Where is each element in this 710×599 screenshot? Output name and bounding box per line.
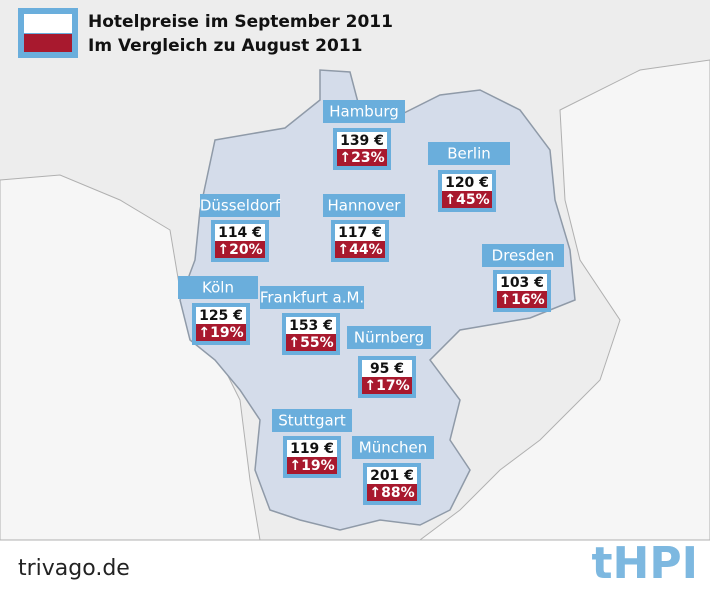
- cities: Hamburg 139 €↑23% Berlin 120 €↑45% Düsseldor…: [178, 100, 564, 505]
- city-price: 117 €: [338, 225, 382, 241]
- change-cell: [337, 149, 387, 166]
- legend-change-label: Im Vergleich zu August 2011: [88, 36, 362, 56]
- city-price: 119 €: [290, 441, 334, 457]
- city-name: Nürnberg: [354, 329, 424, 347]
- city-change: ↑17%: [364, 378, 409, 394]
- city-label-box: [347, 326, 431, 349]
- city-change: ↑20%: [217, 242, 262, 258]
- city-price: 139 €: [340, 133, 384, 149]
- legend-price-label: Hotelpreise im September 2011: [88, 12, 393, 32]
- city-label-box: [352, 436, 434, 459]
- city-name: Düsseldorf: [200, 197, 281, 215]
- city-price: 95 €: [370, 361, 404, 377]
- city-price: 103 €: [500, 275, 544, 291]
- legend-icon-price: [24, 14, 72, 33]
- change-cell: [215, 241, 265, 258]
- price-cell: [335, 224, 385, 241]
- price-cell: [497, 274, 547, 291]
- city-name: Hannover: [328, 197, 402, 215]
- city-change: ↑16%: [499, 292, 544, 308]
- city-change: ↑19%: [289, 458, 334, 474]
- change-cell: [362, 377, 412, 394]
- city-name: Frankfurt a.M.: [260, 289, 364, 307]
- change-cell: [287, 457, 337, 474]
- city-change: ↑44%: [337, 242, 382, 258]
- neighbor-east: [418, 59, 710, 541]
- city-label-box: [482, 244, 564, 267]
- price-cell: [287, 440, 337, 457]
- price-cell: [362, 360, 412, 377]
- city-name: Hamburg: [329, 103, 399, 121]
- city-label-box: [272, 409, 352, 432]
- change-cell: [367, 484, 417, 501]
- change-cell: [286, 334, 336, 351]
- city-name: Dresden: [492, 247, 555, 265]
- legend-icon-change: [24, 34, 72, 52]
- footer-band: [0, 540, 710, 595]
- change-cell: [497, 291, 547, 308]
- city-change: ↑19%: [198, 325, 243, 341]
- city-change: ↑55%: [288, 335, 333, 351]
- logo: tHPI: [592, 538, 698, 589]
- city-price: 201 €: [370, 468, 414, 484]
- source: trivago.de: [18, 556, 130, 581]
- city-price: 153 €: [289, 318, 333, 334]
- change-cell: [196, 324, 246, 341]
- price-cell: [442, 174, 492, 191]
- price-cell: [196, 307, 246, 324]
- change-cell: [442, 191, 492, 208]
- price-cell: [367, 467, 417, 484]
- city-label-box: [178, 276, 258, 299]
- city-price: 125 €: [199, 308, 243, 324]
- city-name: Stuttgart: [278, 412, 346, 430]
- city-name: Köln: [202, 279, 234, 297]
- price-cell: [337, 132, 387, 149]
- city-name: Berlin: [447, 145, 491, 163]
- city-label-box: [200, 194, 280, 217]
- legend: Hotelpreise im September 2011 Im Verglei…: [18, 8, 393, 58]
- city-change: ↑23%: [339, 150, 384, 166]
- city-price: 120 €: [445, 175, 489, 191]
- price-cell: [286, 317, 336, 334]
- change-cell: [335, 241, 385, 258]
- city-price: 114 €: [218, 225, 262, 241]
- city-label-box: [323, 194, 405, 217]
- city-label-box: [428, 142, 510, 165]
- city-label-box: [323, 100, 405, 123]
- city-name: München: [359, 439, 427, 457]
- city-label-box: [260, 286, 364, 309]
- city-change: ↑45%: [444, 192, 489, 208]
- price-cell: [215, 224, 265, 241]
- city-change: ↑88%: [369, 485, 414, 501]
